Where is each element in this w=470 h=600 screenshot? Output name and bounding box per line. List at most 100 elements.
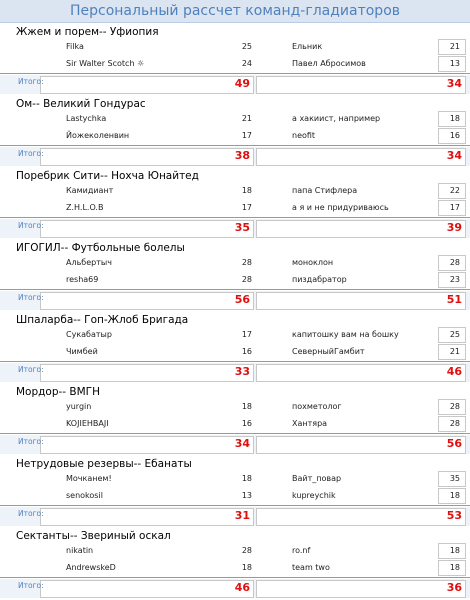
home-score: 28 xyxy=(241,275,252,284)
away-player: а хакиист, например xyxy=(292,114,381,123)
away-score: 18 xyxy=(449,491,460,500)
away-score: 25 xyxy=(449,330,460,339)
away-player: Вайт_повар xyxy=(292,474,342,483)
match-title: Нетрудовые резервы-- Ебанаты xyxy=(16,458,192,470)
separator xyxy=(0,145,470,146)
home-score: 18 xyxy=(241,563,252,572)
home-score: 18 xyxy=(241,474,252,483)
total-box xyxy=(40,364,254,382)
away-score: 28 xyxy=(449,419,460,428)
home-score: 28 xyxy=(241,546,252,555)
home-score: 24 xyxy=(241,59,252,68)
home-player: Камидиант xyxy=(66,186,114,195)
total-box xyxy=(40,508,254,526)
home-player: AndrewskeD xyxy=(66,563,116,572)
away-player: Павел Абросимов xyxy=(292,59,366,68)
away-player: kupreychik xyxy=(292,491,336,500)
score-box xyxy=(438,255,466,271)
home-score: 17 xyxy=(241,330,252,339)
away-score: 35 xyxy=(449,474,460,483)
home-total: 49 xyxy=(234,77,250,90)
away-score: 18 xyxy=(449,563,460,572)
score-box xyxy=(438,416,466,432)
home-total: 31 xyxy=(234,509,250,522)
home-player: Lastychka xyxy=(66,114,107,123)
score-box xyxy=(438,183,466,199)
home-score: 25 xyxy=(241,42,252,51)
total-label: Итого: xyxy=(18,509,44,518)
separator xyxy=(0,577,470,578)
away-total: 51 xyxy=(446,293,462,306)
match-title: Сектанты-- Звериный оскал xyxy=(16,530,171,542)
home-player: yurgin xyxy=(66,402,92,411)
separator xyxy=(0,433,470,434)
score-box xyxy=(438,399,466,415)
separator xyxy=(0,505,470,506)
separator xyxy=(0,361,470,362)
away-total: 36 xyxy=(446,581,462,594)
home-score: 21 xyxy=(241,114,252,123)
away-player: а я и не придуриваюсь xyxy=(292,203,389,212)
home-score: 18 xyxy=(241,402,252,411)
total-box xyxy=(256,580,466,598)
home-player: Z.H.L.O.B xyxy=(66,203,104,212)
home-player: senokosil xyxy=(66,491,103,500)
match-title: ИГОГИЛ-- Футбольные болелы xyxy=(16,242,185,254)
total-box xyxy=(40,220,254,238)
away-player: ro.nf xyxy=(292,546,311,555)
home-player: Йожеколенвин xyxy=(66,131,130,140)
total-box xyxy=(256,364,466,382)
total-box xyxy=(40,76,254,94)
away-score: 21 xyxy=(449,347,460,356)
match-title: Шпаларба-- Гоп-Жлоб Бригада xyxy=(16,314,189,326)
home-total: 34 xyxy=(234,437,250,450)
score-box xyxy=(438,543,466,559)
away-score: 28 xyxy=(449,402,460,411)
page-title: Персональный рассчет команд-гладиаторов xyxy=(0,0,470,23)
home-score: 18 xyxy=(241,186,252,195)
home-player: Sir Walter Scotch ☼ xyxy=(66,59,145,68)
away-player: team two xyxy=(292,563,330,572)
home-player: Чимбей xyxy=(66,347,98,356)
total-label: Итого: xyxy=(18,365,44,374)
away-player: Хантяра xyxy=(292,419,328,428)
score-box xyxy=(438,200,466,216)
total-box xyxy=(256,292,466,310)
match-title: Мордор-- ВМГН xyxy=(16,386,100,398)
home-score: 28 xyxy=(241,258,252,267)
total-label: Итого: xyxy=(18,149,44,158)
away-total: 56 xyxy=(446,437,462,450)
away-player: похметолог xyxy=(292,402,342,411)
away-score: 16 xyxy=(449,131,460,140)
home-total: 33 xyxy=(234,365,250,378)
total-box xyxy=(256,76,466,94)
total-box xyxy=(40,292,254,310)
home-player: resha69 xyxy=(66,275,99,284)
score-box xyxy=(438,327,466,343)
home-score: 13 xyxy=(241,491,252,500)
total-label: Итого: xyxy=(18,221,44,230)
score-box xyxy=(438,344,466,360)
total-box xyxy=(40,148,254,166)
total-label: Итого: xyxy=(18,293,44,302)
away-total: 53 xyxy=(446,509,462,522)
score-box xyxy=(438,272,466,288)
home-player: Сукабатыр xyxy=(66,330,112,339)
home-player: Альбертыч xyxy=(66,258,112,267)
away-score: 28 xyxy=(449,258,460,267)
score-box xyxy=(438,488,466,504)
home-player: nikatin xyxy=(66,546,94,555)
separator xyxy=(0,73,470,74)
score-box xyxy=(438,39,466,55)
away-score: 23 xyxy=(449,275,460,284)
home-player: Filka xyxy=(66,42,84,51)
home-total: 46 xyxy=(234,581,250,594)
away-total: 46 xyxy=(446,365,462,378)
home-total: 35 xyxy=(234,221,250,234)
match-title: Жжем и порем-- Уфиопия xyxy=(16,26,159,38)
total-box xyxy=(256,148,466,166)
separator xyxy=(0,217,470,218)
away-player: пиздабратор xyxy=(292,275,347,284)
match-title: Ом-- Великий Гондурас xyxy=(16,98,146,110)
away-score: 21 xyxy=(449,42,460,51)
